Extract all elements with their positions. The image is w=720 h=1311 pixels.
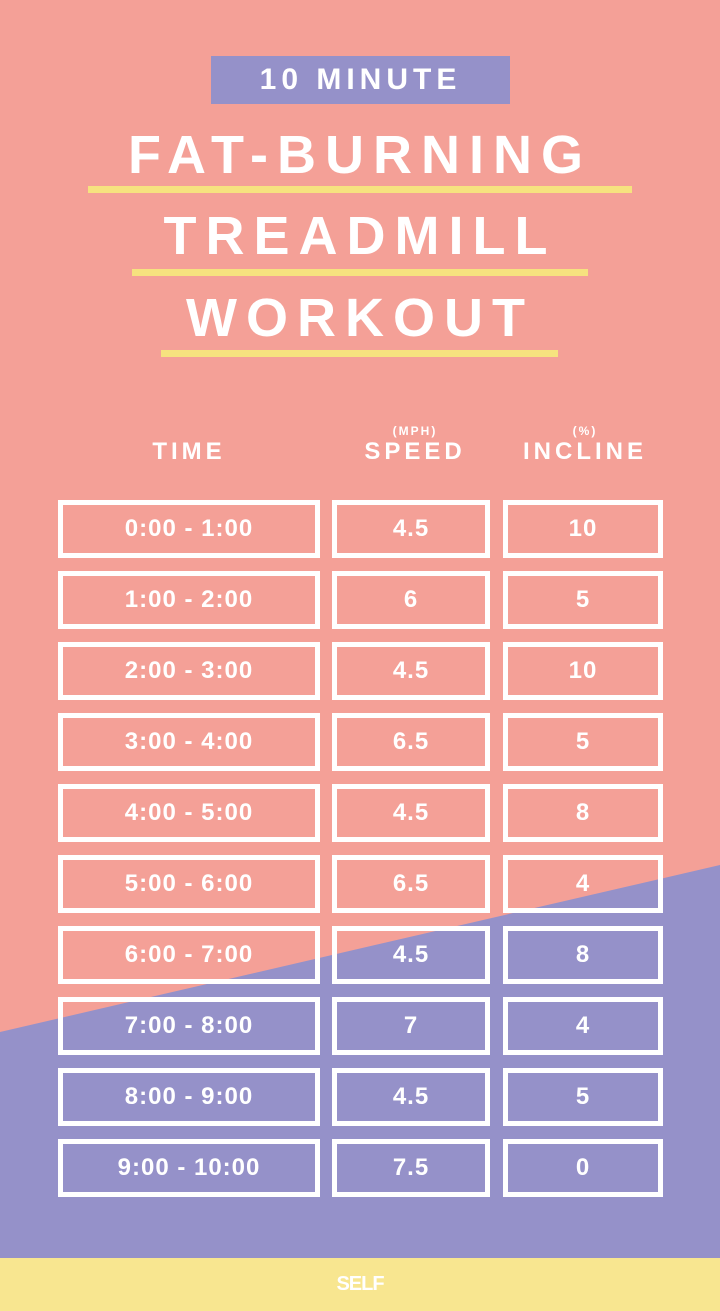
cell-time: 7:00 - 8:00 bbox=[58, 997, 320, 1055]
cell-time: 0:00 - 1:00 bbox=[58, 500, 320, 558]
cell-time: 3:00 - 4:00 bbox=[58, 713, 320, 771]
cell-speed: 4.5 bbox=[332, 926, 490, 984]
header-speed: (MPH) SPEED bbox=[340, 424, 490, 466]
header-time: TIME bbox=[58, 424, 320, 466]
cell-incline: 5 bbox=[503, 1068, 663, 1126]
cell-incline: 5 bbox=[503, 571, 663, 629]
cell-time: 5:00 - 6:00 bbox=[58, 855, 320, 913]
cell-time: 9:00 - 10:00 bbox=[58, 1139, 320, 1197]
title-underline-3 bbox=[161, 350, 558, 357]
cell-time: 4:00 - 5:00 bbox=[58, 784, 320, 842]
title-underline-2 bbox=[132, 269, 588, 276]
footer-band: SELF bbox=[0, 1258, 720, 1311]
header-incline-label: INCLINE bbox=[523, 438, 647, 465]
cell-speed: 4.5 bbox=[332, 1068, 490, 1126]
header-incline-unit: (%) bbox=[572, 424, 598, 438]
self-logo: SELF bbox=[336, 1273, 384, 1295]
cell-incline: 4 bbox=[503, 855, 663, 913]
header-speed-unit: (MPH) bbox=[392, 424, 438, 438]
cell-speed: 7 bbox=[332, 997, 490, 1055]
cell-time: 2:00 - 3:00 bbox=[58, 642, 320, 700]
cell-speed: 4.5 bbox=[332, 784, 490, 842]
header-incline: (%) INCLINE bbox=[503, 424, 667, 466]
cell-speed: 6.5 bbox=[332, 855, 490, 913]
cell-time: 1:00 - 2:00 bbox=[58, 571, 320, 629]
cell-speed: 4.5 bbox=[332, 642, 490, 700]
cell-incline: 10 bbox=[503, 500, 663, 558]
cell-incline: 5 bbox=[503, 713, 663, 771]
title-line-1: FAT-BURNING bbox=[128, 125, 592, 185]
header-time-label: TIME bbox=[152, 438, 226, 465]
title-badge: 10 MINUTE bbox=[211, 56, 510, 104]
cell-incline: 8 bbox=[503, 784, 663, 842]
cell-time: 6:00 - 7:00 bbox=[58, 926, 320, 984]
cell-speed: 4.5 bbox=[332, 500, 490, 558]
cell-speed: 7.5 bbox=[332, 1139, 490, 1197]
cell-incline: 4 bbox=[503, 997, 663, 1055]
cell-speed: 6.5 bbox=[332, 713, 490, 771]
title-line-2: TREADMILL bbox=[163, 206, 557, 266]
cell-incline: 0 bbox=[503, 1139, 663, 1197]
header-speed-label: SPEED bbox=[364, 438, 466, 465]
cell-time: 8:00 - 9:00 bbox=[58, 1068, 320, 1126]
title-line-3: WORKOUT bbox=[186, 288, 534, 348]
header-time-unit bbox=[58, 424, 320, 438]
title-badge-text: 10 MINUTE bbox=[259, 63, 462, 96]
title-underline-1 bbox=[88, 186, 632, 193]
cell-speed: 6 bbox=[332, 571, 490, 629]
cell-incline: 10 bbox=[503, 642, 663, 700]
cell-incline: 8 bbox=[503, 926, 663, 984]
